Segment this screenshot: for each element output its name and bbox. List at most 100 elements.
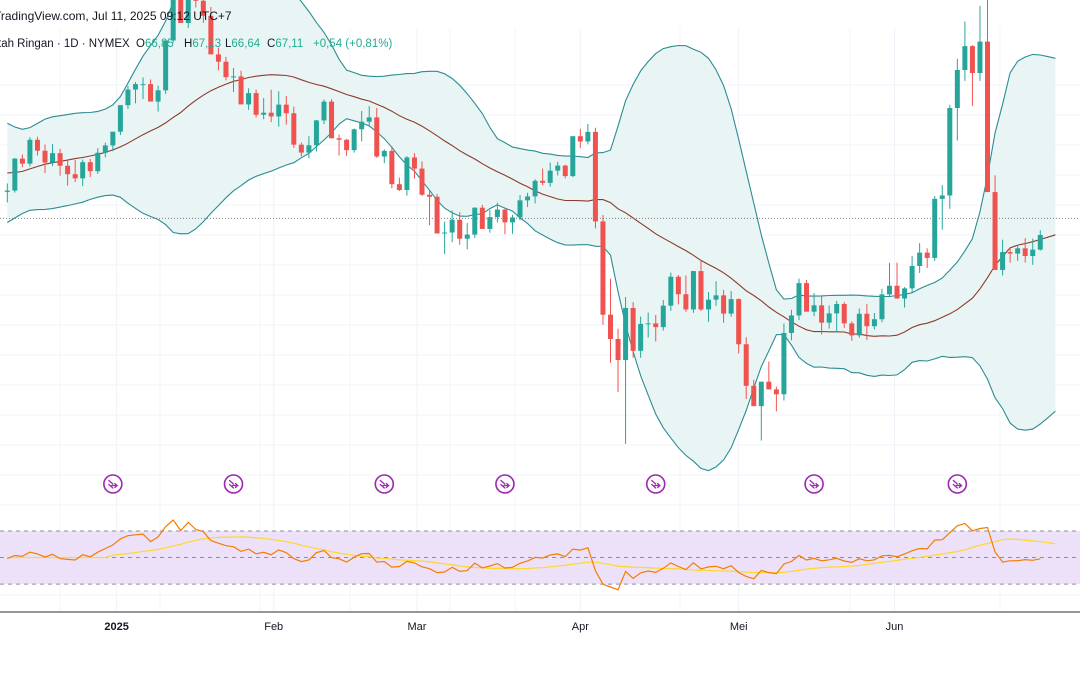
candle[interactable] (675, 275, 681, 305)
candle[interactable] (781, 323, 787, 401)
candle[interactable] (487, 209, 493, 233)
candle[interactable] (728, 291, 734, 317)
candle[interactable] (42, 144, 48, 174)
candle[interactable] (193, 0, 199, 8)
candle[interactable] (585, 123, 591, 145)
candle[interactable] (479, 204, 485, 229)
candle[interactable] (140, 77, 146, 100)
candlesticks[interactable] (4, 0, 1043, 444)
candle[interactable] (163, 40, 169, 94)
candle[interactable] (668, 272, 674, 311)
candle[interactable] (283, 95, 289, 125)
candle[interactable] (178, 0, 184, 23)
candle[interactable] (298, 142, 304, 157)
candle[interactable] (773, 386, 779, 412)
candle[interactable] (87, 158, 93, 178)
candle[interactable] (751, 379, 757, 407)
rsi-line[interactable] (7, 519, 1041, 591)
candle[interactable] (1030, 238, 1036, 265)
candle[interactable] (344, 138, 350, 156)
event-marker-icon[interactable] (374, 474, 395, 494)
candle[interactable] (442, 221, 448, 254)
candle[interactable] (313, 119, 319, 152)
candle[interactable] (592, 127, 598, 229)
candle[interactable] (246, 88, 252, 110)
candle[interactable] (125, 85, 131, 109)
candle[interactable] (1007, 247, 1013, 263)
candle[interactable] (660, 300, 666, 331)
candle[interactable] (170, 0, 176, 43)
candle[interactable] (698, 260, 704, 311)
candle[interactable] (34, 136, 40, 156)
candle[interactable] (396, 177, 402, 191)
candle[interactable] (253, 89, 259, 118)
candle[interactable] (879, 288, 885, 323)
candle[interactable] (374, 107, 380, 158)
candle[interactable] (623, 297, 629, 444)
candle[interactable] (540, 168, 546, 186)
candle[interactable] (826, 305, 832, 329)
candle[interactable] (969, 45, 975, 106)
candle[interactable] (502, 208, 508, 235)
candle[interactable] (336, 134, 342, 156)
candle[interactable] (690, 270, 696, 313)
candle[interactable] (721, 289, 727, 323)
candle[interactable] (615, 328, 621, 393)
event-markers[interactable] (103, 474, 968, 494)
candle[interactable] (954, 58, 960, 141)
candle[interactable] (924, 248, 930, 269)
candle[interactable] (864, 304, 870, 340)
candle[interactable] (758, 381, 764, 441)
candle[interactable] (841, 302, 847, 328)
candle[interactable] (65, 160, 71, 186)
candle[interactable] (653, 314, 659, 342)
time-axis[interactable]: 2025 Feb Mar Apr Mei Jun (104, 621, 903, 633)
candle[interactable] (977, 6, 983, 81)
candle[interactable] (276, 91, 282, 127)
candle[interactable] (962, 21, 968, 81)
rsi-ma-line[interactable] (7, 536, 1056, 574)
candle[interactable] (517, 195, 523, 221)
candle[interactable] (72, 159, 78, 183)
candle[interactable] (894, 262, 900, 299)
candle[interactable] (27, 137, 33, 167)
candle[interactable] (215, 47, 221, 71)
candle[interactable] (871, 313, 877, 330)
candle[interactable] (366, 106, 372, 127)
candle[interactable] (427, 190, 433, 226)
candle[interactable] (547, 162, 553, 187)
candle[interactable] (804, 279, 810, 312)
candle[interactable] (985, 0, 990, 193)
candle[interactable] (238, 70, 244, 105)
candle[interactable] (494, 202, 500, 223)
candle[interactable] (185, 0, 191, 29)
symbol-title[interactable]: tah Ringan · 1D · NYMEX (0, 38, 130, 50)
candle[interactable] (992, 175, 998, 270)
candle[interactable] (80, 159, 86, 187)
candle[interactable] (419, 161, 425, 196)
candle[interactable] (1037, 230, 1043, 251)
candle[interactable] (457, 212, 463, 245)
event-marker-icon[interactable] (947, 474, 968, 494)
candle[interactable] (638, 316, 644, 358)
candle[interactable] (464, 223, 470, 250)
candle[interactable] (713, 281, 719, 306)
candle[interactable] (902, 287, 908, 308)
candle[interactable] (683, 275, 689, 312)
candle[interactable] (321, 99, 327, 125)
candle[interactable] (819, 296, 825, 335)
candle[interactable] (208, 6, 214, 55)
candle[interactable] (351, 128, 357, 153)
candle[interactable] (788, 309, 794, 341)
candle[interactable] (223, 56, 229, 81)
candle[interactable] (200, 0, 206, 23)
candle[interactable] (886, 262, 892, 297)
candle[interactable] (608, 278, 613, 363)
candle[interactable] (148, 79, 154, 102)
candle[interactable] (947, 104, 953, 209)
candle[interactable] (291, 106, 297, 148)
candle[interactable] (1000, 239, 1006, 276)
candle[interactable] (532, 179, 538, 204)
candle[interactable] (102, 142, 108, 158)
